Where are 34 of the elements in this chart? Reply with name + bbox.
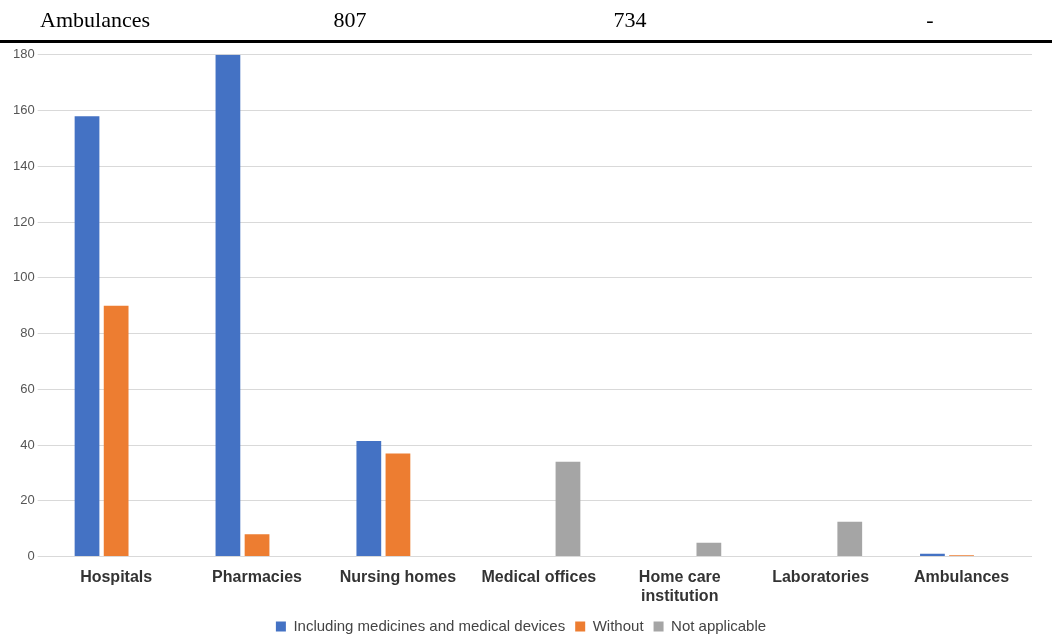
y-tick-label: 140 (12, 157, 35, 173)
text: 807 (333, 7, 367, 33)
text: 734 (613, 7, 647, 33)
y-tick-label: 40 (20, 436, 35, 452)
y-tick-label: 0 (27, 548, 35, 564)
x-tick-label: Hospitals (80, 567, 153, 585)
category-label: Home care (638, 567, 721, 585)
y-tick-label: 20 (20, 492, 35, 508)
x-tick-label: Nursing homes (339, 567, 457, 585)
y-tick-label: 160 (12, 102, 35, 118)
y-tick-label: 100 (12, 269, 35, 285)
y-tick-label: 60 (20, 380, 35, 396)
bar (837, 521, 863, 557)
text: - (926, 7, 934, 33)
legend-label: Not applicable (671, 616, 767, 634)
x-tick-label: Laboratories (772, 567, 870, 585)
bar (555, 461, 581, 557)
text: Ambulances (40, 7, 150, 33)
x-tick-label: Ambulances (913, 567, 1010, 585)
bar (244, 534, 270, 557)
category-label: institution (641, 586, 719, 604)
legend-label: Without (592, 616, 645, 634)
bar (696, 542, 722, 557)
bar (103, 305, 129, 557)
y-tick-label: 180 (12, 46, 35, 62)
x-tick-label: Medical offices (481, 567, 597, 585)
y-tick-label: 120 (12, 213, 35, 229)
bar (215, 54, 241, 557)
x-tick-label: Pharmacies (212, 567, 303, 585)
bar (385, 453, 411, 557)
y-tick-label: 80 (20, 325, 35, 341)
legend-label: Including medicines and medical devices (293, 616, 566, 634)
bar (74, 116, 100, 557)
bar (356, 440, 382, 557)
